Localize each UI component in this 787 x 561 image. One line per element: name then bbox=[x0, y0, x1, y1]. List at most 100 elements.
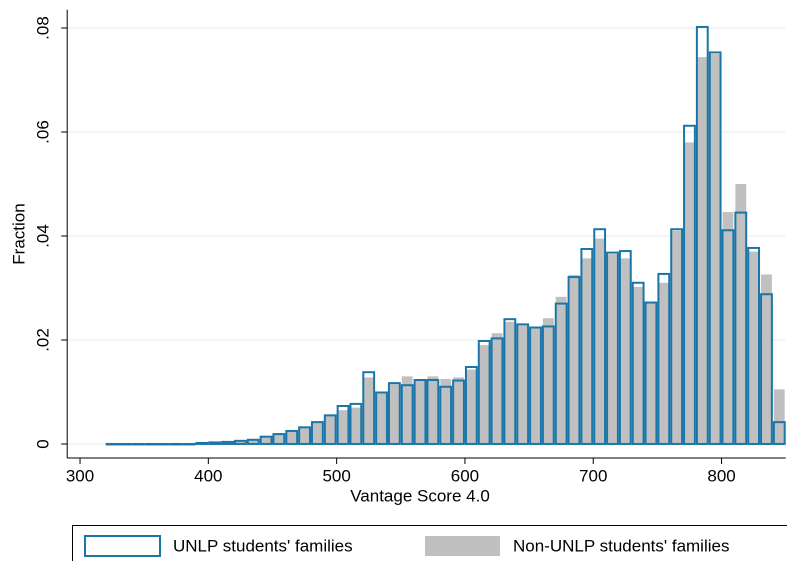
legend-box bbox=[72, 525, 787, 561]
bar bbox=[619, 258, 631, 444]
bar bbox=[298, 426, 311, 445]
bar bbox=[773, 389, 785, 444]
legend-swatch bbox=[425, 536, 500, 556]
bar bbox=[414, 380, 426, 444]
y-tick-label: 0 bbox=[33, 439, 52, 448]
bar bbox=[593, 228, 607, 445]
bar bbox=[695, 25, 709, 445]
bar bbox=[195, 441, 209, 445]
bar bbox=[530, 326, 541, 444]
bar bbox=[491, 333, 503, 444]
bar bbox=[400, 384, 414, 445]
bar bbox=[182, 442, 196, 446]
bar bbox=[311, 422, 323, 444]
bar bbox=[761, 274, 772, 444]
x-tick-label: 400 bbox=[194, 466, 222, 485]
bar bbox=[594, 238, 606, 444]
bar bbox=[118, 442, 132, 446]
bar bbox=[286, 430, 298, 444]
x-tick-label: 300 bbox=[66, 466, 94, 485]
bar bbox=[157, 442, 170, 446]
bar bbox=[259, 435, 273, 445]
bar bbox=[323, 414, 337, 445]
bar bbox=[427, 376, 439, 444]
bar bbox=[349, 402, 363, 445]
bar bbox=[337, 410, 349, 444]
bar bbox=[554, 302, 568, 445]
legend-swatch bbox=[84, 535, 161, 557]
bar bbox=[734, 211, 748, 445]
bar bbox=[772, 421, 786, 445]
bar bbox=[517, 325, 529, 444]
y-tick-label: .04 bbox=[33, 224, 52, 248]
bar bbox=[747, 246, 761, 445]
bar bbox=[555, 296, 567, 444]
bar bbox=[376, 392, 387, 444]
bar bbox=[696, 57, 708, 444]
bar bbox=[542, 318, 554, 444]
bar bbox=[568, 274, 580, 444]
bar bbox=[580, 247, 594, 445]
bar bbox=[273, 434, 285, 444]
bar bbox=[607, 254, 618, 444]
bar bbox=[618, 250, 632, 445]
x-tick-label: 500 bbox=[322, 466, 350, 485]
bar bbox=[375, 391, 388, 445]
bar bbox=[490, 337, 504, 445]
bar bbox=[439, 385, 453, 445]
bar bbox=[221, 440, 234, 445]
bar bbox=[233, 439, 247, 445]
bar bbox=[336, 405, 350, 445]
bar bbox=[299, 427, 310, 444]
bar bbox=[440, 378, 452, 444]
bar bbox=[272, 433, 286, 445]
bar bbox=[401, 376, 413, 444]
bar bbox=[426, 379, 440, 445]
x-tick-label: 800 bbox=[707, 466, 735, 485]
bar bbox=[234, 441, 246, 444]
bar bbox=[760, 293, 773, 445]
y-axis-title: Fraction bbox=[9, 203, 28, 264]
bar bbox=[246, 438, 260, 445]
bar bbox=[260, 436, 272, 444]
bar bbox=[387, 382, 401, 445]
x-tick-label: 600 bbox=[451, 466, 479, 485]
bar bbox=[708, 51, 722, 445]
bar bbox=[362, 371, 376, 445]
bar bbox=[388, 384, 400, 444]
bar bbox=[683, 124, 696, 445]
bar bbox=[350, 407, 362, 444]
bar bbox=[748, 251, 760, 444]
bar bbox=[541, 325, 555, 445]
bar bbox=[144, 442, 158, 446]
x-axis-title: Vantage Score 4.0 bbox=[350, 486, 490, 505]
bar bbox=[169, 442, 183, 446]
bar bbox=[324, 415, 336, 444]
legend-label: UNLP students' families bbox=[173, 536, 353, 555]
bar bbox=[671, 230, 683, 444]
bar bbox=[503, 318, 517, 445]
bar bbox=[504, 321, 516, 444]
y-tick-label: .08 bbox=[33, 16, 52, 40]
bar bbox=[657, 272, 671, 445]
bar bbox=[516, 323, 530, 445]
bar bbox=[670, 228, 684, 445]
bar bbox=[658, 282, 670, 444]
bar bbox=[247, 439, 259, 444]
bar bbox=[529, 326, 542, 445]
bar bbox=[581, 258, 593, 444]
bar bbox=[684, 142, 695, 444]
bar bbox=[222, 441, 233, 444]
bar bbox=[709, 53, 721, 444]
bar bbox=[452, 379, 465, 445]
bar bbox=[606, 251, 619, 445]
y-tick-label: .06 bbox=[33, 120, 52, 144]
bar bbox=[413, 379, 427, 445]
bar bbox=[285, 429, 299, 445]
bar bbox=[453, 377, 464, 444]
bar bbox=[208, 441, 222, 445]
bar bbox=[477, 340, 491, 445]
bar bbox=[105, 442, 119, 446]
